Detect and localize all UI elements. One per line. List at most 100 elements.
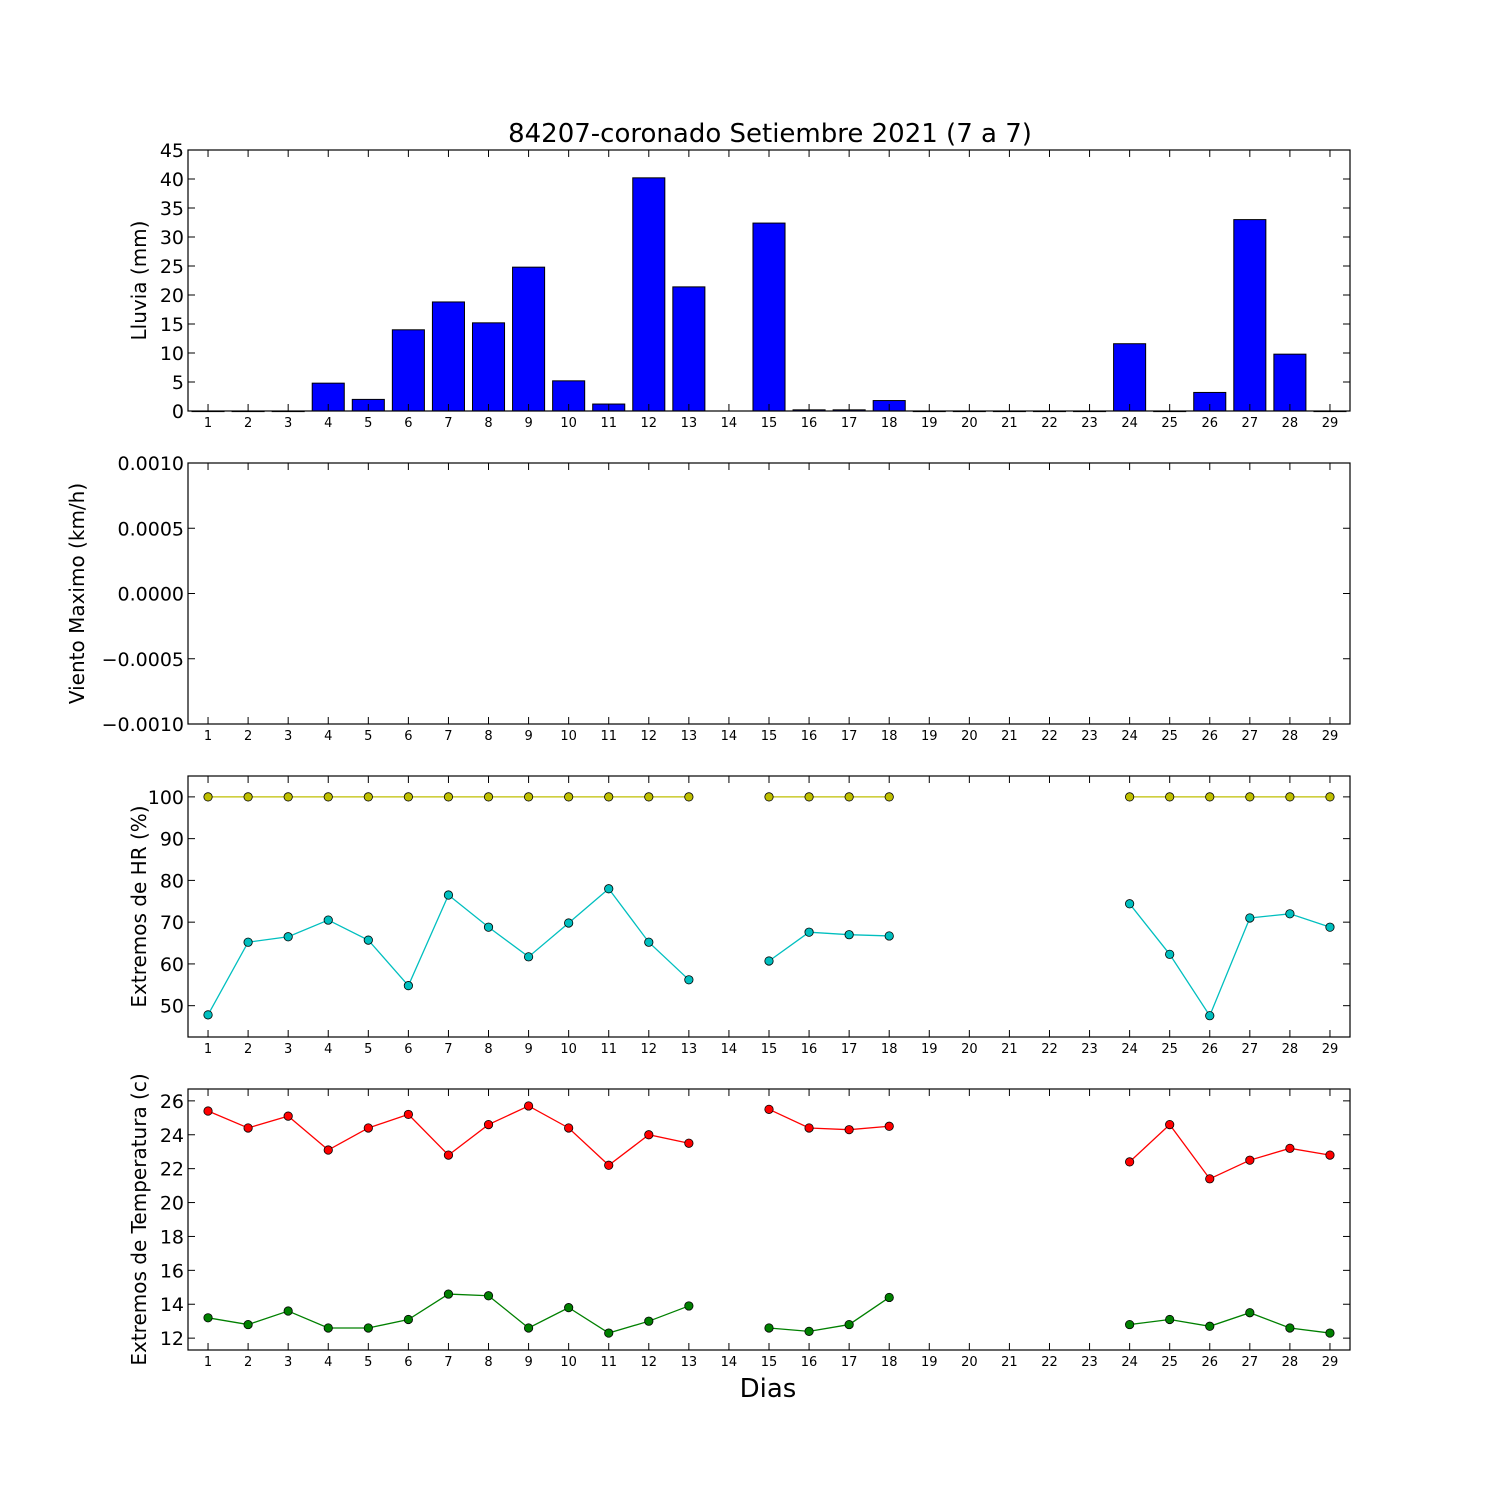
humidity-xtick-label-17: 17 [841,1042,858,1057]
rain-y-axis-label: Lluvia (mm) [127,221,151,341]
rain-ytick-label-2: 10 [160,343,184,365]
temperature-series-1-point-day-11 [604,1328,614,1338]
temperature-xtick-label-13: 13 [681,1355,698,1370]
humidity-ytick-label-5: 100 [148,787,184,809]
humidity-xtick-label-26: 26 [1201,1042,1218,1057]
temperature-series-1-point-day-8 [483,1291,494,1301]
temperature-ytick-label-3: 18 [160,1226,184,1248]
humidity-xtick-label-16: 16 [801,1042,818,1057]
humidity-xtick-label-25: 25 [1161,1042,1178,1057]
rain-ytick-label-4: 20 [160,285,184,307]
wind-xtick-label-26: 26 [1201,729,1218,744]
temperature-y-axis-label: Extremos de Temperatura (c) [127,1073,151,1365]
temperature-series-0-point-day-16 [804,1123,814,1133]
temperature-series-1-point-day-3 [283,1306,293,1316]
temperature-xtick-label-15: 15 [761,1355,778,1370]
wind-ytick-label-2: 0.0000 [118,584,184,606]
temperature-series-0-line-2 [1129,1123,1331,1180]
humidity-ytick-label-0: 50 [160,996,184,1018]
wind-xtick-label-8: 8 [484,729,492,744]
humidity-series-0-point-day-28 [1285,792,1295,802]
temperature-series-1-point-day-2 [243,1319,253,1330]
wind-xtick-label-5: 5 [364,729,372,744]
humidity-series-1-point-day-25 [1165,949,1175,959]
temperature-xtick-label-14: 14 [721,1355,738,1370]
temperature-series-0-point-day-13 [684,1138,694,1148]
wind-xtick-label-22: 22 [1041,729,1058,744]
temperature-series-0-point-day-5 [363,1123,373,1133]
rain-bar-day-12 [632,177,666,412]
humidity-series-0-point-day-17 [844,792,854,802]
rain-xtick-label-14: 14 [721,416,738,431]
temperature-xtick-label-18: 18 [881,1355,898,1370]
temperature-series-0-point-day-10 [564,1123,574,1133]
temperature-xtick-label-23: 23 [1081,1355,1098,1370]
temperature-xtick-label-17: 17 [841,1355,858,1370]
temperature-ytick-label-6: 24 [160,1125,184,1147]
temperature-xtick-label-27: 27 [1242,1355,1259,1370]
rain-xtick-label-28: 28 [1282,416,1299,431]
rain-xtick-label-12: 12 [641,416,658,431]
temperature-series-1-point-day-24 [1125,1319,1135,1330]
humidity-xtick-label-1: 1 [204,1042,212,1057]
temperature-xtick-label-26: 26 [1201,1355,1218,1370]
rain-xtick-label-19: 19 [921,416,938,431]
temperature-xtick-label-4: 4 [324,1355,332,1370]
temperature-series-1-point-day-7 [443,1289,454,1299]
wind-xtick-label-29: 29 [1322,729,1339,744]
humidity-series-0-point-day-12 [644,792,654,802]
temperature-series-0-point-day-1 [203,1106,213,1116]
humidity-series-0-point-day-2 [243,792,253,802]
wind-xtick-label-23: 23 [1081,729,1098,744]
humidity-xtick-label-24: 24 [1121,1042,1138,1057]
humidity-xtick-label-19: 19 [921,1042,938,1057]
temperature-xtick-label-25: 25 [1161,1355,1178,1370]
temperature-xtick-label-12: 12 [641,1355,658,1370]
humidity-series-0-point-day-5 [363,792,373,802]
temperature-series-1-point-day-9 [523,1323,534,1333]
wind-y-axis-label: Viento Maximo (km/h) [65,483,89,704]
temperature-xtick-label-9: 9 [524,1355,532,1370]
rain-bar-day-7 [431,301,465,412]
temperature-series-1-point-day-15 [764,1323,774,1333]
temperature-xtick-label-11: 11 [600,1355,617,1370]
wind-xtick-label-6: 6 [404,729,412,744]
humidity-series-0-point-day-4 [323,792,333,802]
humidity-series-1-point-day-16 [804,927,814,937]
wind-xtick-label-24: 24 [1121,729,1138,744]
temperature-series-1-point-day-6 [403,1314,413,1325]
temperature-series-1-point-day-16 [804,1326,814,1336]
rain-ytick-label-0: 0 [172,401,184,423]
temperature-xtick-label-2: 2 [244,1355,252,1370]
humidity-series-1-point-day-11 [604,884,614,894]
humidity-series-0-point-day-29 [1325,792,1335,802]
rain-xtick-label-4: 4 [324,416,332,431]
temperature-xtick-label-19: 19 [921,1355,938,1370]
rain-xtick-label-16: 16 [801,416,818,431]
rain-ytick-label-6: 30 [160,227,184,249]
wind-xtick-label-2: 2 [244,729,252,744]
wind-xtick-label-12: 12 [641,729,658,744]
humidity-xtick-label-2: 2 [244,1042,252,1057]
humidity-series-0-point-day-1 [203,792,213,802]
humidity-series-0-point-day-7 [443,792,454,802]
temperature-series-0-point-day-15 [764,1104,774,1114]
humidity-series-1-line-1 [768,931,890,962]
humidity-series-0-point-day-16 [804,792,814,802]
temperature-xtick-label-24: 24 [1121,1355,1138,1370]
humidity-xtick-label-21: 21 [1001,1042,1018,1057]
rain-ytick-label-5: 25 [160,256,184,278]
rain-xtick-label-2: 2 [244,416,252,431]
temperature-series-1-line-1 [768,1296,890,1333]
rain-xtick-label-6: 6 [404,416,412,431]
wind-xtick-label-7: 7 [444,729,452,744]
wind-ytick-label-0: −0.0010 [102,714,184,736]
humidity-series-1-point-day-4 [323,915,333,925]
temperature-series-0-point-day-24 [1125,1157,1135,1167]
temperature-series-1-point-day-13 [684,1301,694,1311]
humidity-series-1-point-day-3 [283,932,293,942]
temperature-xtick-label-6: 6 [404,1355,412,1370]
humidity-series-1-point-day-13 [684,975,694,985]
temperature-series-1-point-day-17 [844,1319,854,1330]
